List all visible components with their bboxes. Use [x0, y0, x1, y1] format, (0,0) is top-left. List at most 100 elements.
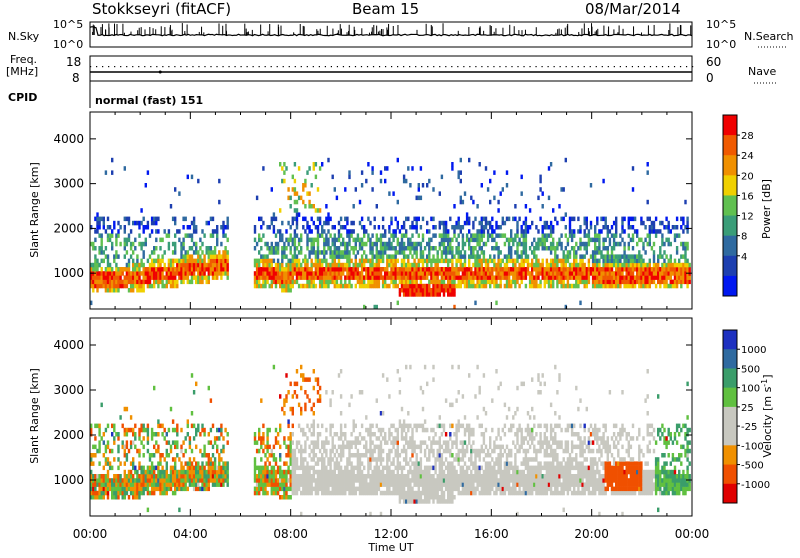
date-title: 08/Mar/2014	[585, 0, 681, 18]
heatmap-cell	[569, 221, 571, 226]
heatmap-cell	[388, 478, 390, 483]
heatmap-cell	[369, 440, 371, 445]
heatmap-cell	[166, 280, 168, 285]
heatmap-cell	[189, 271, 191, 276]
heatmap-cell	[361, 225, 363, 230]
heatmap-cell	[222, 470, 224, 475]
heatmap-cell	[384, 466, 386, 471]
heatmap-cell	[495, 233, 497, 238]
heatmap-cell	[143, 466, 145, 471]
heatmap-cell	[208, 267, 210, 272]
heatmap-cell	[596, 284, 598, 289]
heatmap-cell	[197, 280, 199, 285]
heatmap-cell	[313, 424, 315, 429]
heatmap-cell	[510, 280, 512, 285]
heatmap-cell	[164, 487, 166, 492]
heatmap-cell	[218, 482, 220, 487]
heatmap-cell	[191, 267, 193, 272]
heatmap-cell	[149, 470, 151, 475]
heatmap-cell	[533, 250, 535, 255]
heatmap-cell	[98, 246, 100, 251]
heatmap-cell	[569, 229, 571, 234]
heatmap-cell	[151, 275, 153, 280]
heatmap-cell	[365, 482, 367, 487]
heatmap-cell	[323, 487, 325, 492]
heatmap-cell	[338, 491, 340, 496]
heatmap-cell	[663, 271, 665, 276]
heatmap-cell	[283, 280, 285, 285]
heatmap-cell	[281, 482, 283, 487]
heatmap-cell	[430, 280, 432, 285]
heatmap-cell	[159, 263, 161, 268]
heatmap-cell	[609, 263, 611, 268]
heatmap-cell	[185, 271, 187, 276]
heatmap-cell	[668, 284, 670, 289]
heatmap-cell	[308, 482, 310, 487]
heatmap-cell	[678, 271, 680, 276]
heatmap-cell	[329, 263, 331, 268]
heatmap-cell	[661, 280, 663, 285]
heatmap-cell	[432, 478, 434, 483]
heatmap-cell	[260, 267, 262, 272]
heatmap-cell	[411, 280, 413, 285]
heatmap-cell	[479, 263, 481, 268]
heatmap-cell	[363, 466, 365, 471]
heatmap-cell	[621, 238, 623, 243]
beam-title: Beam 15	[352, 0, 419, 18]
heatmap-cell	[409, 365, 411, 370]
heatmap-cell	[487, 275, 489, 280]
heatmap-cell	[426, 428, 428, 433]
heatmap-cell	[134, 275, 136, 280]
heatmap-cell	[418, 474, 420, 479]
heatmap-cell	[203, 259, 205, 264]
heatmap-cell	[676, 271, 678, 276]
heatmap-cell	[531, 263, 533, 268]
heatmap-cell	[195, 478, 197, 483]
heatmap-cell	[101, 246, 103, 251]
heatmap-cell	[317, 482, 319, 487]
heatmap-cell	[626, 259, 628, 264]
heatmap-cell	[325, 242, 327, 247]
heatmap-cell	[376, 470, 378, 475]
heatmap-cell	[411, 491, 413, 496]
heatmap-cell	[128, 267, 130, 272]
heatmap-cell	[348, 254, 350, 259]
heatmap-cell	[273, 280, 275, 285]
heatmap-cell	[122, 445, 124, 450]
heatmap-cell	[195, 242, 197, 247]
heatmap-cell	[586, 242, 588, 247]
heatmap-cell	[476, 284, 478, 289]
heatmap-cell	[317, 229, 319, 234]
heatmap-cell	[605, 275, 607, 280]
heatmap-cell	[201, 487, 203, 492]
heatmap-cell	[208, 440, 210, 445]
heatmap-cell	[439, 424, 441, 429]
heatmap-cell	[149, 482, 151, 487]
heatmap-cell	[405, 491, 407, 496]
heatmap-cell	[460, 254, 462, 259]
heatmap-cell	[588, 275, 590, 280]
heatmap-cell	[147, 271, 149, 276]
heatmap-cell	[161, 424, 163, 429]
heatmap-cell	[147, 470, 149, 475]
heatmap-cell	[298, 166, 300, 171]
heatmap-cell	[426, 254, 428, 259]
heatmap-cell	[386, 482, 388, 487]
heatmap-cell	[224, 267, 226, 272]
heatmap-cell	[386, 478, 388, 483]
heatmap-cell	[388, 436, 390, 441]
heatmap-cell	[273, 478, 275, 483]
heatmap-cell	[279, 280, 281, 285]
heatmap-cell	[317, 432, 319, 437]
heatmap-cell	[422, 491, 424, 496]
heatmap-cell	[174, 284, 176, 289]
heatmap-cell	[611, 284, 613, 289]
heatmap-cell	[304, 474, 306, 479]
heatmap-cell	[422, 478, 424, 483]
heatmap-cell	[342, 491, 344, 496]
heatmap-cell	[143, 288, 145, 293]
heatmap-cell	[220, 474, 222, 479]
heatmap-cell	[449, 288, 451, 293]
heatmap-cell	[180, 254, 182, 259]
heatmap-cell	[346, 487, 348, 492]
